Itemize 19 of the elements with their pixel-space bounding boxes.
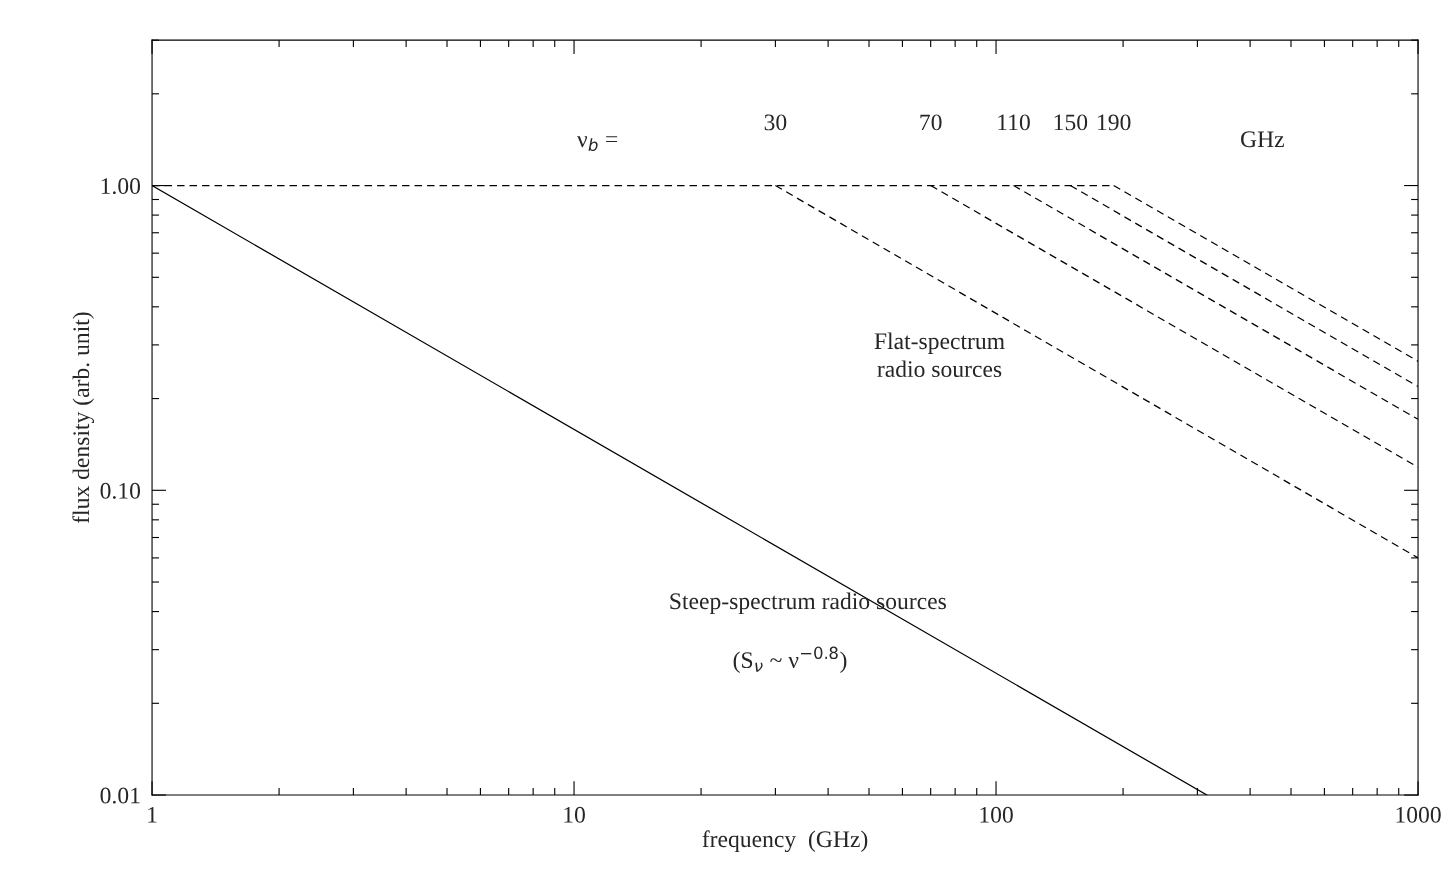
annotation: 150	[1054, 114, 1088, 131]
y-tick-label: 1.00	[101, 178, 141, 195]
y-tick-label: 0.10	[100, 482, 141, 499]
annotation: Steep-spectrum radio sources	[670, 592, 946, 615]
y-axis-title: flux density (arb. unit)	[72, 312, 95, 524]
x-tick-label: 10	[564, 806, 585, 823]
x-tick-label: 100	[980, 806, 1013, 823]
annotation: 110	[998, 114, 1030, 131]
annotation: (S$_{ν}$ ~ ν$^{−0.8}$)	[733, 646, 847, 673]
annotation: 190	[1098, 114, 1131, 131]
annotation: ν$_{b}$ =	[577, 136, 618, 152]
annotation: 70	[920, 114, 942, 131]
x-axis-title: frequency (GHz)	[702, 830, 868, 853]
x-tick-label: 1	[148, 806, 157, 823]
annotation: 30	[764, 114, 787, 131]
annotation: Flat-spectrum radio sources	[874, 332, 1005, 378]
y-tick-label: 0.01	[100, 787, 140, 804]
annotation: GHz	[1241, 131, 1284, 148]
x-tick-label: 1000	[1396, 806, 1441, 823]
